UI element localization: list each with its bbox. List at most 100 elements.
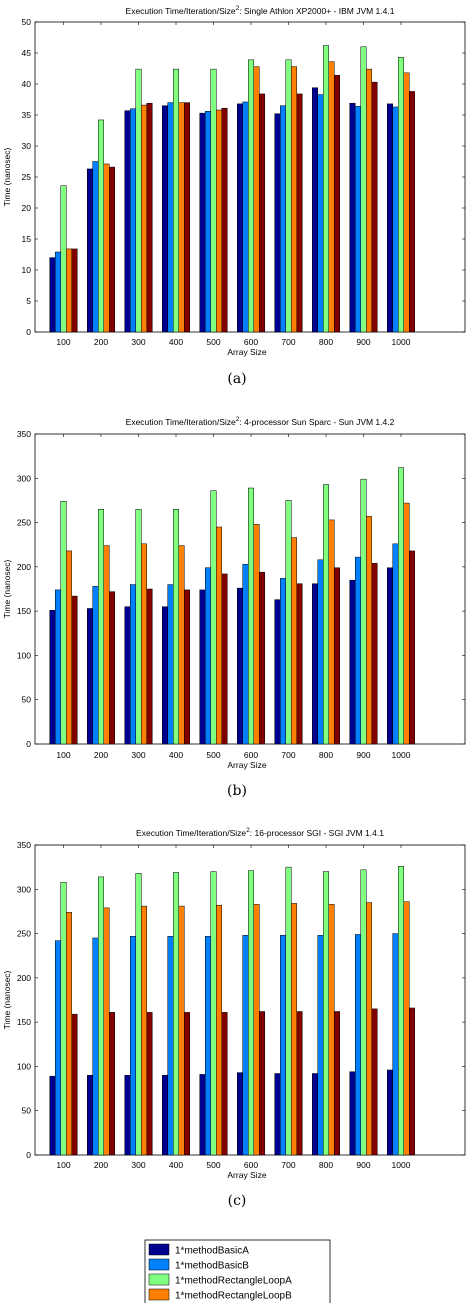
bar — [296, 1011, 303, 1156]
bar — [242, 101, 249, 333]
x-tick-label: 900 — [356, 1160, 370, 1170]
x-tick-label: 100 — [56, 750, 70, 760]
bar — [66, 912, 72, 1156]
legend: 1*methodBasicA 1*methodBasicB 1*methodRect… — [144, 1239, 331, 1303]
x-tick-label: 300 — [131, 337, 145, 347]
x-tick-label: 1000 — [392, 1160, 411, 1170]
bar — [205, 111, 211, 333]
x-tick-label: 900 — [356, 750, 370, 760]
bar — [124, 606, 131, 745]
bar — [135, 68, 142, 333]
chart-b: 0 50 100 150 200 250 300 350 100 200 300 400 500 600 7… — [2, 416, 466, 799]
bar — [398, 467, 404, 745]
y-axis-label: Time (nanosec) — [2, 147, 12, 206]
bar — [124, 1075, 131, 1156]
panel-caption: (b) — [227, 783, 247, 799]
bar — [360, 478, 367, 745]
y-tick-label: 300 — [17, 473, 31, 483]
bar — [285, 866, 292, 1156]
y-tick-label: 300 — [17, 884, 31, 894]
y-axis-label: Time (nanosec) — [2, 970, 12, 1029]
y-tick-label: 50 — [22, 17, 32, 27]
bar — [146, 1012, 153, 1156]
bar — [403, 502, 410, 745]
x-tick-label: 300 — [131, 750, 145, 760]
x-tick-label: 600 — [244, 337, 258, 347]
bar — [334, 1011, 340, 1156]
bar — [60, 501, 67, 745]
bar — [221, 107, 228, 333]
bar — [71, 595, 78, 745]
panel-caption: (c) — [228, 1193, 247, 1209]
bar — [334, 75, 340, 333]
y-tick-label: 50 — [22, 695, 32, 705]
bar — [173, 872, 179, 1156]
bar — [371, 1008, 378, 1156]
bar — [103, 545, 110, 745]
x-tick-label: 100 — [56, 337, 70, 347]
bar — [323, 871, 329, 1156]
y-axis-label: Time (nanosec) — [2, 559, 12, 618]
bar — [92, 161, 99, 333]
bar — [130, 935, 136, 1156]
bar — [205, 935, 211, 1156]
chart-title: Execution Time/Iteration/Size2: 16-proce… — [136, 827, 384, 838]
bar — [274, 599, 281, 745]
legend-label: 1*methodRectangleLoopB — [175, 1291, 292, 1302]
legend-label: 1*methodBasicB — [175, 1261, 249, 1272]
bar — [98, 119, 104, 333]
x-tick-label: 400 — [169, 1160, 183, 1170]
bar — [360, 46, 367, 333]
x-tick-label: 400 — [169, 750, 183, 760]
x-tick-label: 800 — [319, 337, 333, 347]
bar — [109, 591, 115, 745]
bar — [55, 940, 61, 1156]
bar — [259, 1011, 265, 1156]
legend-swatch — [148, 1273, 170, 1286]
legend-box — [144, 1239, 331, 1303]
bar — [409, 1007, 415, 1156]
bar — [167, 102, 174, 333]
x-tick-label: 800 — [319, 1160, 333, 1170]
bar — [162, 1075, 168, 1156]
bar — [210, 871, 217, 1156]
bar — [328, 61, 335, 333]
chart-title: Execution Time/Iteration/Size2: Single A… — [126, 5, 395, 16]
x-tick-label: 700 — [281, 337, 295, 347]
bar — [178, 102, 185, 333]
bar — [205, 567, 211, 745]
bar — [291, 537, 297, 745]
bar — [216, 526, 222, 745]
bar — [392, 543, 399, 745]
bar — [49, 610, 56, 745]
bar — [274, 1073, 281, 1156]
bar — [216, 109, 222, 333]
bar — [387, 567, 393, 745]
x-tick-label: 600 — [244, 1160, 258, 1170]
x-tick-label: 400 — [169, 337, 183, 347]
y-tick-label: 200 — [17, 562, 31, 572]
bar — [167, 584, 174, 745]
y-tick-label: 350 — [17, 840, 31, 850]
bar — [184, 589, 190, 745]
chart-c: 0 50 100 150 200 250 300 350 100 200 300 400 500 600 7… — [2, 827, 466, 1209]
x-tick-label: 500 — [206, 750, 220, 760]
bar — [199, 589, 206, 745]
y-tick-label: 45 — [22, 48, 32, 58]
x-tick-label: 500 — [206, 1160, 220, 1170]
bar — [237, 587, 243, 745]
bar — [349, 1071, 356, 1156]
chart-a: 0 5 10 15 20 25 30 35 40 45 50 100 200 300 400 500 600 70… — [2, 5, 466, 387]
bar — [312, 1073, 318, 1156]
bar — [55, 251, 61, 333]
y-tick-label: 0 — [26, 327, 31, 337]
legend-label: 1*methodRectangleLoopA — [175, 1276, 292, 1287]
bar — [253, 904, 260, 1156]
bar — [392, 933, 399, 1156]
y-tick-label: 250 — [17, 929, 31, 939]
x-axis-label: Array Size — [227, 760, 266, 770]
bar — [199, 1074, 206, 1156]
bar — [141, 543, 147, 745]
x-tick-label: 800 — [319, 750, 333, 760]
